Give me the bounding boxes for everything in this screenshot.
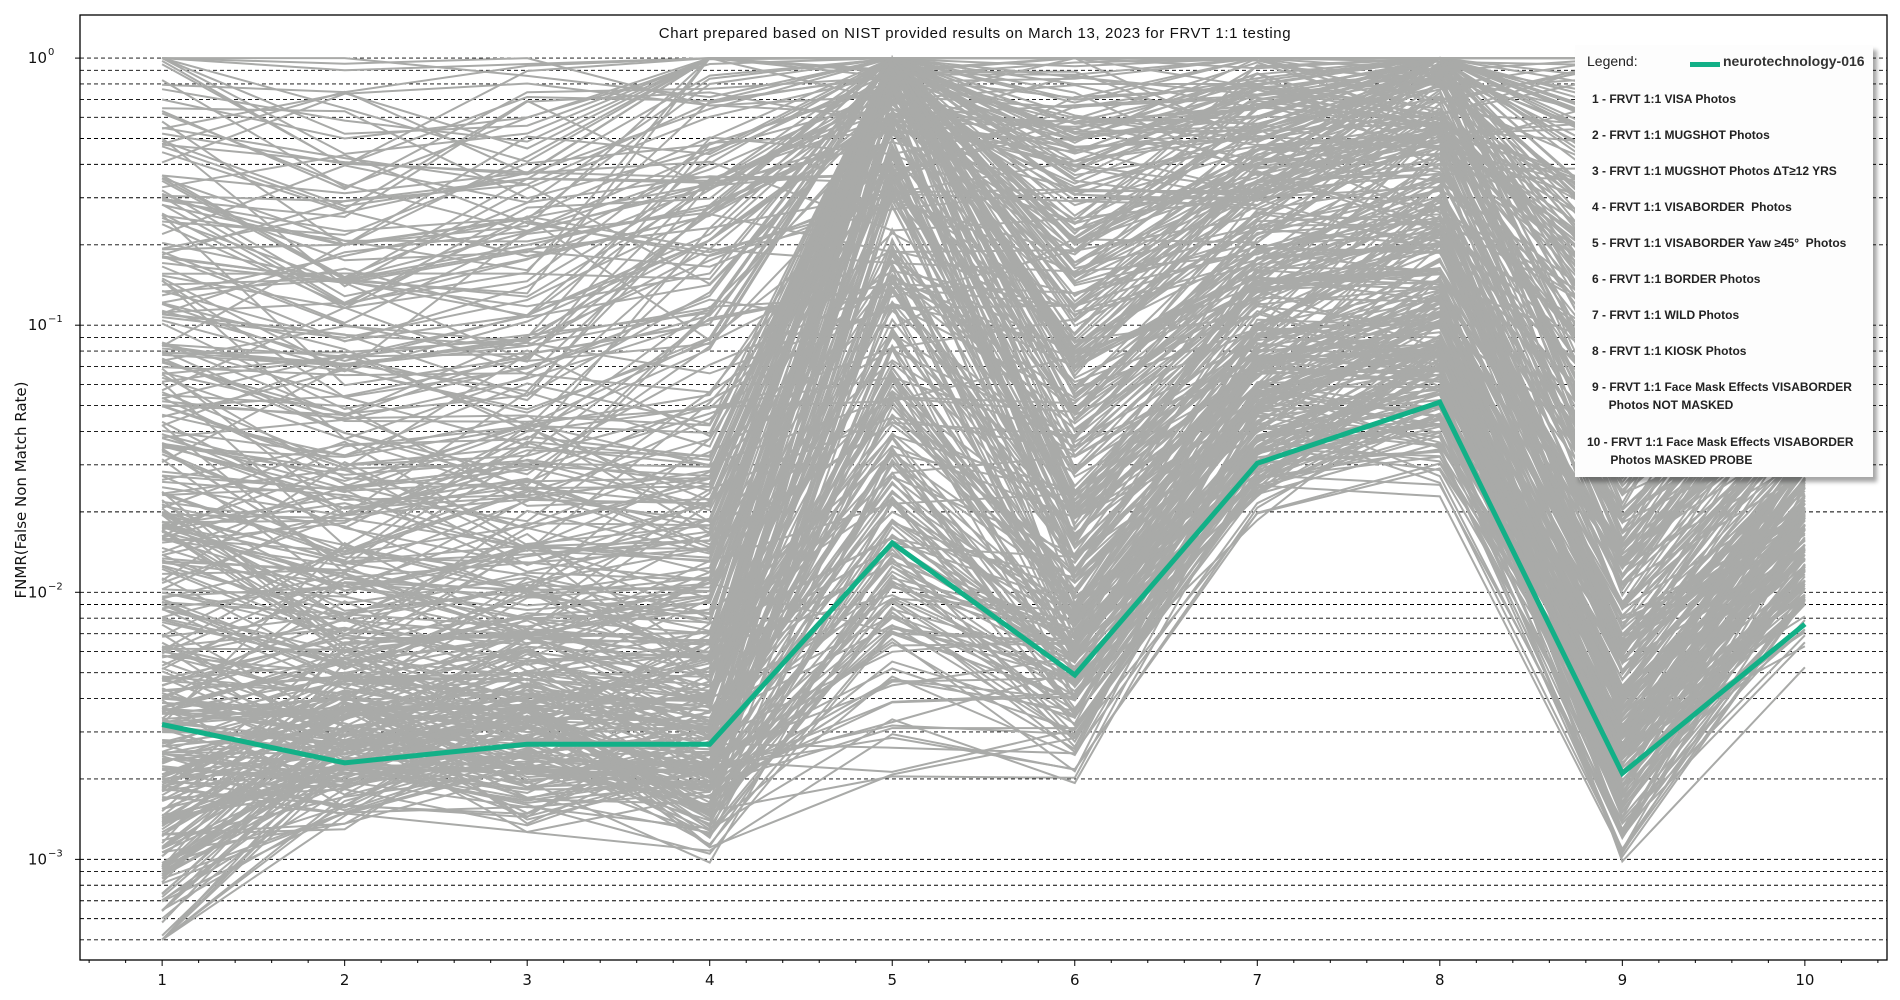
- legend-item: 9 - FRVT 1:1 Face Mask Effects VISABORDE…: [1592, 380, 1852, 412]
- legend-item: 3 - FRVT 1:1 MUGSHOT Photos ΔT≥12 YRS: [1592, 164, 1837, 178]
- svg-text:−3: −3: [48, 848, 63, 859]
- legend-item: 6 - FRVT 1:1 BORDER Photos: [1592, 272, 1761, 286]
- legend-series-label: neurotechnology-016: [1723, 53, 1865, 69]
- svg-text:0: 0: [48, 47, 54, 58]
- legend-swatch-icon: [1690, 62, 1720, 67]
- svg-text:6: 6: [1070, 971, 1080, 989]
- legend-item: 1 - FRVT 1:1 VISA Photos: [1592, 92, 1737, 106]
- svg-text:2: 2: [340, 971, 350, 989]
- legend-item: 7 - FRVT 1:1 WILD Photos: [1592, 308, 1740, 322]
- svg-text:3: 3: [522, 971, 532, 989]
- legend-title: Legend:: [1587, 53, 1638, 69]
- legend-item: 4 - FRVT 1:1 VISABORDER Photos: [1592, 200, 1792, 214]
- svg-text:10: 10: [28, 850, 47, 868]
- legend-item: 8 - FRVT 1:1 KIOSK Photos: [1592, 344, 1747, 358]
- svg-text:10: 10: [28, 583, 47, 601]
- x-axis-ticks: 1 2 3 4 5 6 7 8 9 10: [88, 960, 1879, 989]
- plot-frame: [79, 14, 1888, 961]
- svg-text:9: 9: [1618, 971, 1628, 989]
- legend-item: 10 - FRVT 1:1 Face Mask Effects VISABORD…: [1587, 435, 1854, 467]
- svg-text:−1: −1: [48, 314, 63, 325]
- highlight-series-line: [161, 399, 1807, 778]
- svg-text:10: 10: [28, 49, 47, 67]
- svg-text:10: 10: [28, 316, 47, 334]
- chart-title: Chart prepared based on NIST provided re…: [659, 25, 1291, 42]
- legend-item: 5 - FRVT 1:1 VISABORDER Yaw ≥45° Photos: [1592, 236, 1847, 250]
- legend-header: Legend: neurotechnology-016: [1587, 53, 1871, 73]
- svg-text:10: 10: [1795, 971, 1814, 989]
- background-algorithm-lines: [161, 55, 1806, 941]
- svg-text:7: 7: [1253, 971, 1263, 989]
- svg-text:−2: −2: [48, 581, 63, 592]
- svg-text:8: 8: [1435, 971, 1445, 989]
- legend-item: 2 - FRVT 1:1 MUGSHOT Photos: [1592, 128, 1770, 142]
- svg-text:4: 4: [705, 971, 715, 989]
- svg-text:5: 5: [887, 971, 897, 989]
- y-axis-label: FNMR(False Non Match Rate): [12, 382, 30, 599]
- svg-text:1: 1: [157, 971, 167, 989]
- legend: Legend: neurotechnology-016 1 - FRVT 1:1…: [1575, 45, 1873, 477]
